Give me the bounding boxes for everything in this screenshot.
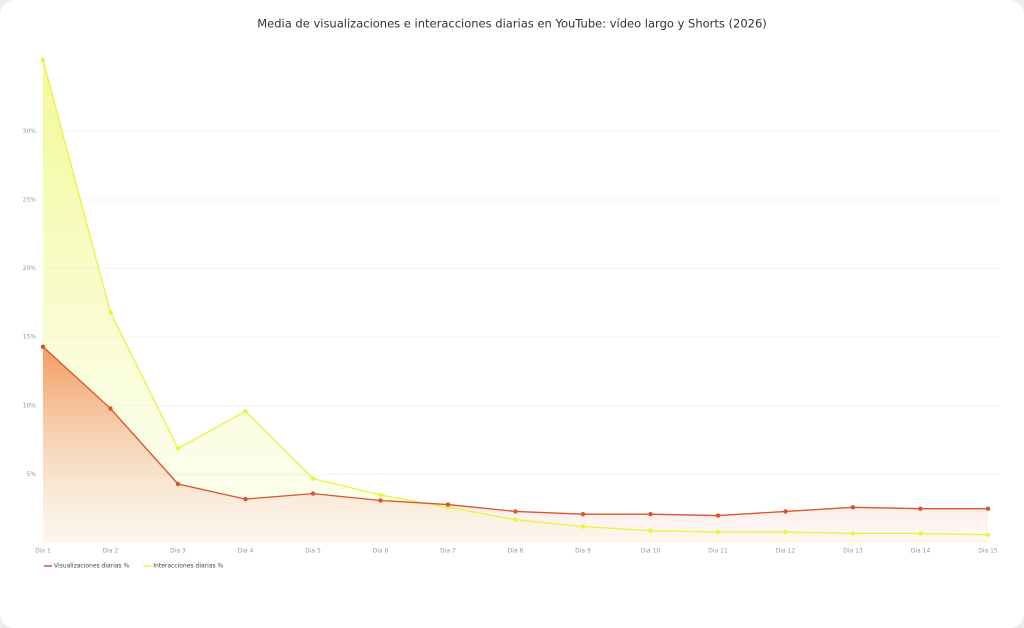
data-point bbox=[40, 57, 46, 63]
data-point bbox=[985, 506, 991, 511]
data-point bbox=[378, 492, 383, 498]
data-point bbox=[715, 513, 721, 518]
data-point bbox=[783, 509, 788, 514]
x-tick-label: Dia 8 bbox=[508, 548, 524, 555]
x-tick-label: Dia 11 bbox=[708, 548, 728, 555]
data-point bbox=[985, 532, 991, 537]
data-point bbox=[648, 511, 653, 517]
y-tick-label: 5% bbox=[26, 471, 36, 478]
data-point bbox=[40, 344, 46, 349]
data-point bbox=[513, 509, 518, 514]
x-tick-label: Dia 7 bbox=[440, 548, 456, 555]
y-tick-label: 15% bbox=[23, 334, 37, 341]
x-tick-label: Dia 2 bbox=[103, 548, 119, 555]
data-point bbox=[580, 524, 586, 529]
x-tick-label: Dia 9 bbox=[575, 548, 591, 555]
data-point bbox=[580, 511, 586, 517]
data-point bbox=[715, 529, 721, 535]
y-tick-label: 25% bbox=[23, 196, 37, 203]
data-point bbox=[108, 310, 113, 315]
legend-label: Interacciones diarias % bbox=[153, 563, 223, 570]
data-point bbox=[513, 517, 518, 522]
data-point bbox=[918, 531, 923, 536]
data-point bbox=[310, 476, 316, 481]
data-point bbox=[175, 446, 181, 451]
data-point bbox=[378, 498, 383, 503]
data-point bbox=[445, 502, 451, 507]
x-tick-label: Dia 10 bbox=[641, 548, 661, 555]
y-tick-label: 10% bbox=[23, 402, 37, 409]
x-tick-label: Dia 1 bbox=[35, 548, 51, 555]
x-tick-label: Dia 12 bbox=[776, 548, 796, 555]
x-tick-label: Dia 5 bbox=[305, 548, 321, 555]
data-point bbox=[243, 409, 248, 414]
data-point bbox=[243, 496, 248, 502]
x-tick-label: Dia 4 bbox=[238, 548, 254, 555]
data-point bbox=[783, 529, 788, 535]
data-point bbox=[175, 481, 181, 487]
legend-label: Visualizaciones diarias % bbox=[54, 563, 130, 570]
y-tick-label: 30% bbox=[23, 128, 37, 135]
data-point bbox=[310, 491, 316, 496]
chart-title: Media de visualizaciones e interacciones… bbox=[257, 17, 767, 31]
data-point bbox=[648, 528, 653, 533]
x-tick-label: Dia 3 bbox=[170, 548, 186, 555]
area-fill bbox=[43, 346, 988, 543]
data-point bbox=[918, 506, 923, 511]
data-point bbox=[108, 406, 113, 411]
x-tick-label: Dia 15 bbox=[978, 548, 998, 555]
y-tick-label: 20% bbox=[23, 265, 37, 272]
x-tick-label: Dia 14 bbox=[911, 548, 931, 555]
data-point bbox=[850, 531, 856, 536]
data-point bbox=[850, 505, 856, 510]
x-tick-label: Dia 13 bbox=[843, 548, 863, 555]
x-tick-label: Dia 6 bbox=[373, 548, 389, 555]
